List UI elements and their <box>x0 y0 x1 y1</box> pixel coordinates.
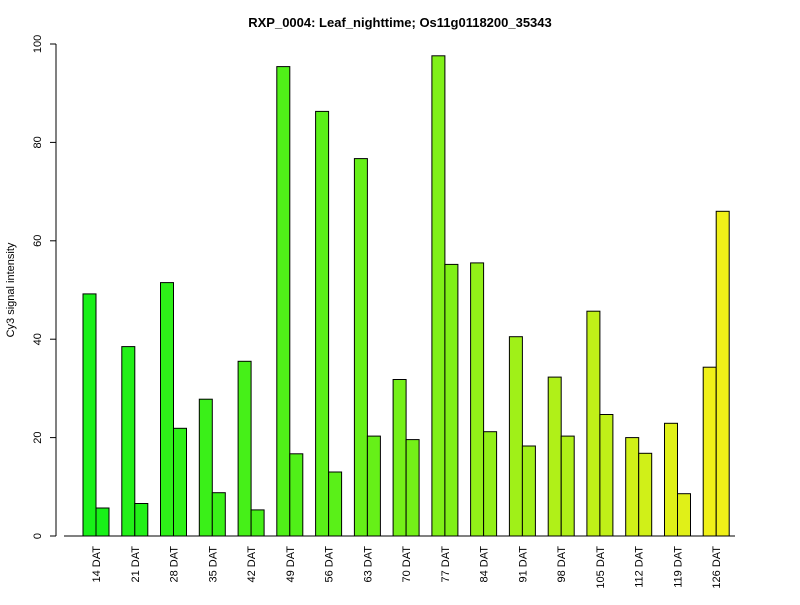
bar-77-dat-1 <box>431 55 446 537</box>
x-tick-label: 21 DAT <box>130 546 142 583</box>
bar-77-dat-2 <box>444 263 459 537</box>
y-tick-label: 40 <box>32 333 44 345</box>
y-axis-label: Cy3 signal intensity <box>5 242 17 337</box>
bar-63-dat-1 <box>353 158 368 537</box>
bar-49-dat-2 <box>289 453 304 537</box>
bar-112-dat-2 <box>638 452 653 537</box>
bar-70-dat-1 <box>392 379 407 537</box>
bar-126-dat-1 <box>702 366 717 537</box>
bar-42-dat-2 <box>250 509 265 537</box>
x-tick-label: 49 DAT <box>285 546 297 583</box>
bar-21-dat-1 <box>121 346 136 537</box>
x-tick-label: 28 DAT <box>169 546 181 583</box>
chart-title: RXP_0004: Leaf_nighttime; Os11g0118200_3… <box>248 15 552 30</box>
x-tick-label: 98 DAT <box>556 546 568 583</box>
y-tick-label: 20 <box>32 431 44 443</box>
bar-42-dat-1 <box>237 360 252 537</box>
bar-84-dat-1 <box>470 262 485 537</box>
bar-91-dat-2 <box>521 445 536 537</box>
x-tick-label: 119 DAT <box>672 546 684 588</box>
x-tick-label: 14 DAT <box>91 546 103 583</box>
bar-119-dat-2 <box>677 493 691 537</box>
x-tick-label: 91 DAT <box>517 546 529 583</box>
bar-91-dat-1 <box>508 336 523 537</box>
y-axis: 0 20 40 60 80 100 <box>32 35 57 539</box>
y-tick-label: 0 <box>32 533 44 539</box>
x-tick-label: 112 DAT <box>634 546 646 588</box>
bar-56-dat-1 <box>315 110 330 537</box>
bar-63-dat-2 <box>366 435 381 537</box>
bar-49-dat-1 <box>276 66 291 537</box>
bar-105-dat-2 <box>599 414 614 537</box>
y-tick-label: 60 <box>32 235 44 247</box>
bar-98-dat-2 <box>560 435 575 537</box>
x-tick-label: 70 DAT <box>401 546 413 583</box>
bar-28-dat-2 <box>173 427 187 537</box>
bar-98-dat-1 <box>547 376 562 537</box>
bar-84-dat-2 <box>483 431 498 537</box>
x-tick-label: 126 DAT <box>711 546 723 589</box>
x-tick-label: 56 DAT <box>324 546 336 583</box>
y-tick-label: 100 <box>32 35 44 53</box>
bar-105-dat-1 <box>586 310 601 537</box>
x-tick-label: 63 DAT <box>362 546 374 583</box>
bar-21-dat-2 <box>134 503 149 537</box>
x-tick-label: 84 DAT <box>479 546 491 583</box>
bar-14-dat-1 <box>82 293 97 537</box>
bars <box>82 55 730 537</box>
bar-35-dat-2 <box>211 492 226 537</box>
x-tick-label: 77 DAT <box>440 546 452 583</box>
bar-35-dat-1 <box>198 398 213 537</box>
bar-14-dat-2 <box>95 507 110 537</box>
bar-56-dat-2 <box>328 471 343 537</box>
y-tick-label: 80 <box>32 136 44 148</box>
x-axis: 14 DAT 21 DAT 28 DAT 35 DAT 42 DAT 49 DAT 56 D… <box>64 535 735 589</box>
x-tick-label: 105 DAT <box>595 546 607 589</box>
bar-126-dat-2 <box>715 210 730 537</box>
bar-119-dat-1 <box>664 422 678 537</box>
x-tick-label: 35 DAT <box>207 546 219 583</box>
x-tick-label: 42 DAT <box>246 546 258 583</box>
bar-28-dat-1 <box>160 282 174 537</box>
bar-112-dat-1 <box>625 437 640 537</box>
bar-70-dat-2 <box>405 439 420 537</box>
